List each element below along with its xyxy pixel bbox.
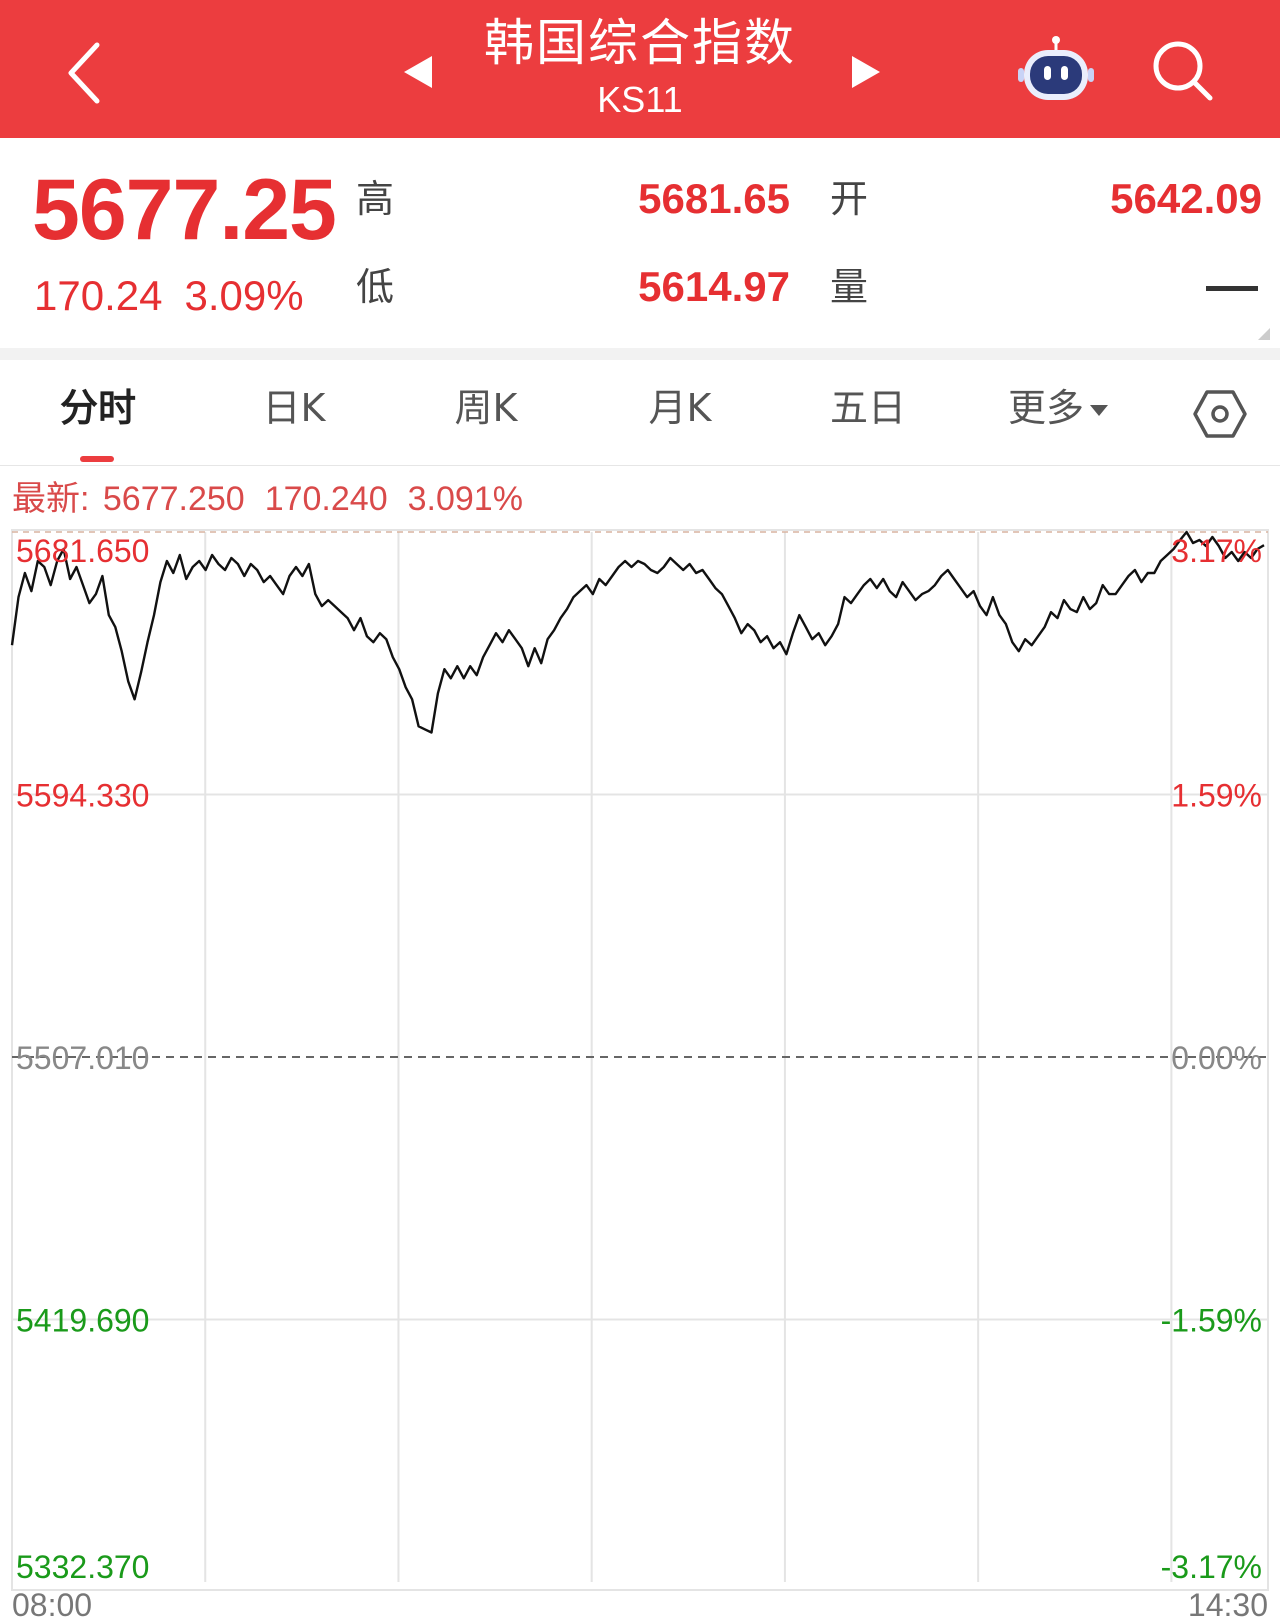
y-tick-left: 5681.650 [16, 533, 149, 569]
y-tick-right: 3.17% [1171, 533, 1262, 569]
open-label: 开 [830, 177, 869, 221]
quote-summary: 5677.25 170.24 3.09% 高 5681.65 低 5614.97 … [0, 138, 1280, 348]
tab-five-day[interactable]: 五日 [829, 386, 906, 430]
top-bar: 韩国综合指数 KS11 [0, 0, 1280, 138]
robot-assistant-icon [1018, 36, 1094, 100]
y-tick-left: 5419.690 [16, 1303, 149, 1339]
prev-triangle-icon [404, 56, 432, 88]
high-value: 5681.65 [638, 175, 790, 222]
high-label: 高 [356, 177, 395, 221]
y-tick-right: 1.59% [1171, 778, 1262, 814]
volume-label: 量 [830, 265, 869, 309]
tab-monthly-k[interactable]: 月K [648, 386, 712, 430]
open-value: 5642.09 [1110, 175, 1262, 222]
back-button[interactable] [60, 38, 110, 108]
next-triangle-icon [852, 56, 880, 88]
active-tab-indicator [80, 456, 114, 462]
latest-price: 最新: 5677.250 [12, 480, 245, 518]
latest-change: 170.240 [264, 480, 388, 518]
y-tick-right: 0.00% [1171, 1040, 1262, 1076]
y-tick-left: 5507.010 [16, 1040, 149, 1076]
intraday-chart-svg: 5681.650 3.17% 5594.330 1.59% 5507.010 0.00% 5… [10, 529, 1269, 1623]
price-change: 170.24 3.09% [34, 268, 326, 324]
y-tick-right: -3.17% [1161, 1549, 1262, 1585]
volume-value: -- [1206, 286, 1258, 291]
title-block: 韩国综合指数 KS11 [440, 8, 840, 122]
plot-frame [11, 529, 1269, 1591]
low-label: 低 [356, 265, 395, 309]
y-tick-left: 5594.330 [16, 778, 149, 814]
x-tick-start: 08:00 [12, 1587, 92, 1623]
search-icon [1153, 41, 1213, 101]
low-value: 5614.97 [638, 263, 790, 310]
tab-more-label: 更多 [1008, 386, 1085, 430]
hexagon-settings-icon [1193, 390, 1247, 438]
tab-weekly-k[interactable]: 周K [454, 386, 518, 430]
robot-assistant-button[interactable] [1018, 34, 1094, 106]
index-code: KS11 [597, 79, 683, 120]
chart-settings-button[interactable] [1192, 386, 1248, 442]
previous-index-button[interactable] [398, 50, 438, 94]
change-percent: 3.09% [184, 272, 304, 319]
page-title: 韩国综合指数 [484, 14, 796, 72]
next-index-button[interactable] [846, 50, 886, 94]
current-price: 5677.25 [32, 162, 337, 258]
intraday-chart[interactable]: 5681.650 3.17% 5594.330 1.59% 5507.010 0.00% 5… [0, 520, 1280, 1623]
expand-corner-icon[interactable] [1258, 328, 1270, 340]
chart-period-tabs: 分时 日K 周K 月K 五日 更多 [0, 360, 1280, 466]
x-tick-end: 14:30 [1188, 1587, 1268, 1623]
back-arrow-icon [68, 42, 100, 104]
tab-more[interactable]: 更多 [1008, 382, 1128, 434]
search-button[interactable] [1150, 38, 1216, 104]
change-value: 170.24 [34, 272, 163, 319]
y-tick-right: -1.59% [1161, 1303, 1262, 1339]
section-divider [0, 348, 1280, 360]
tab-daily-k[interactable]: 日K [262, 386, 326, 430]
y-tick-left: 5332.370 [16, 1549, 149, 1585]
latest-quote-line: 最新: 5677.250 170.240 3.091% [12, 476, 543, 522]
tab-intraday[interactable]: 分时 [59, 386, 136, 430]
chevron-down-icon [1090, 405, 1109, 416]
latest-percent: 3.091% [407, 480, 523, 518]
price-series-line [10, 530, 1265, 734]
